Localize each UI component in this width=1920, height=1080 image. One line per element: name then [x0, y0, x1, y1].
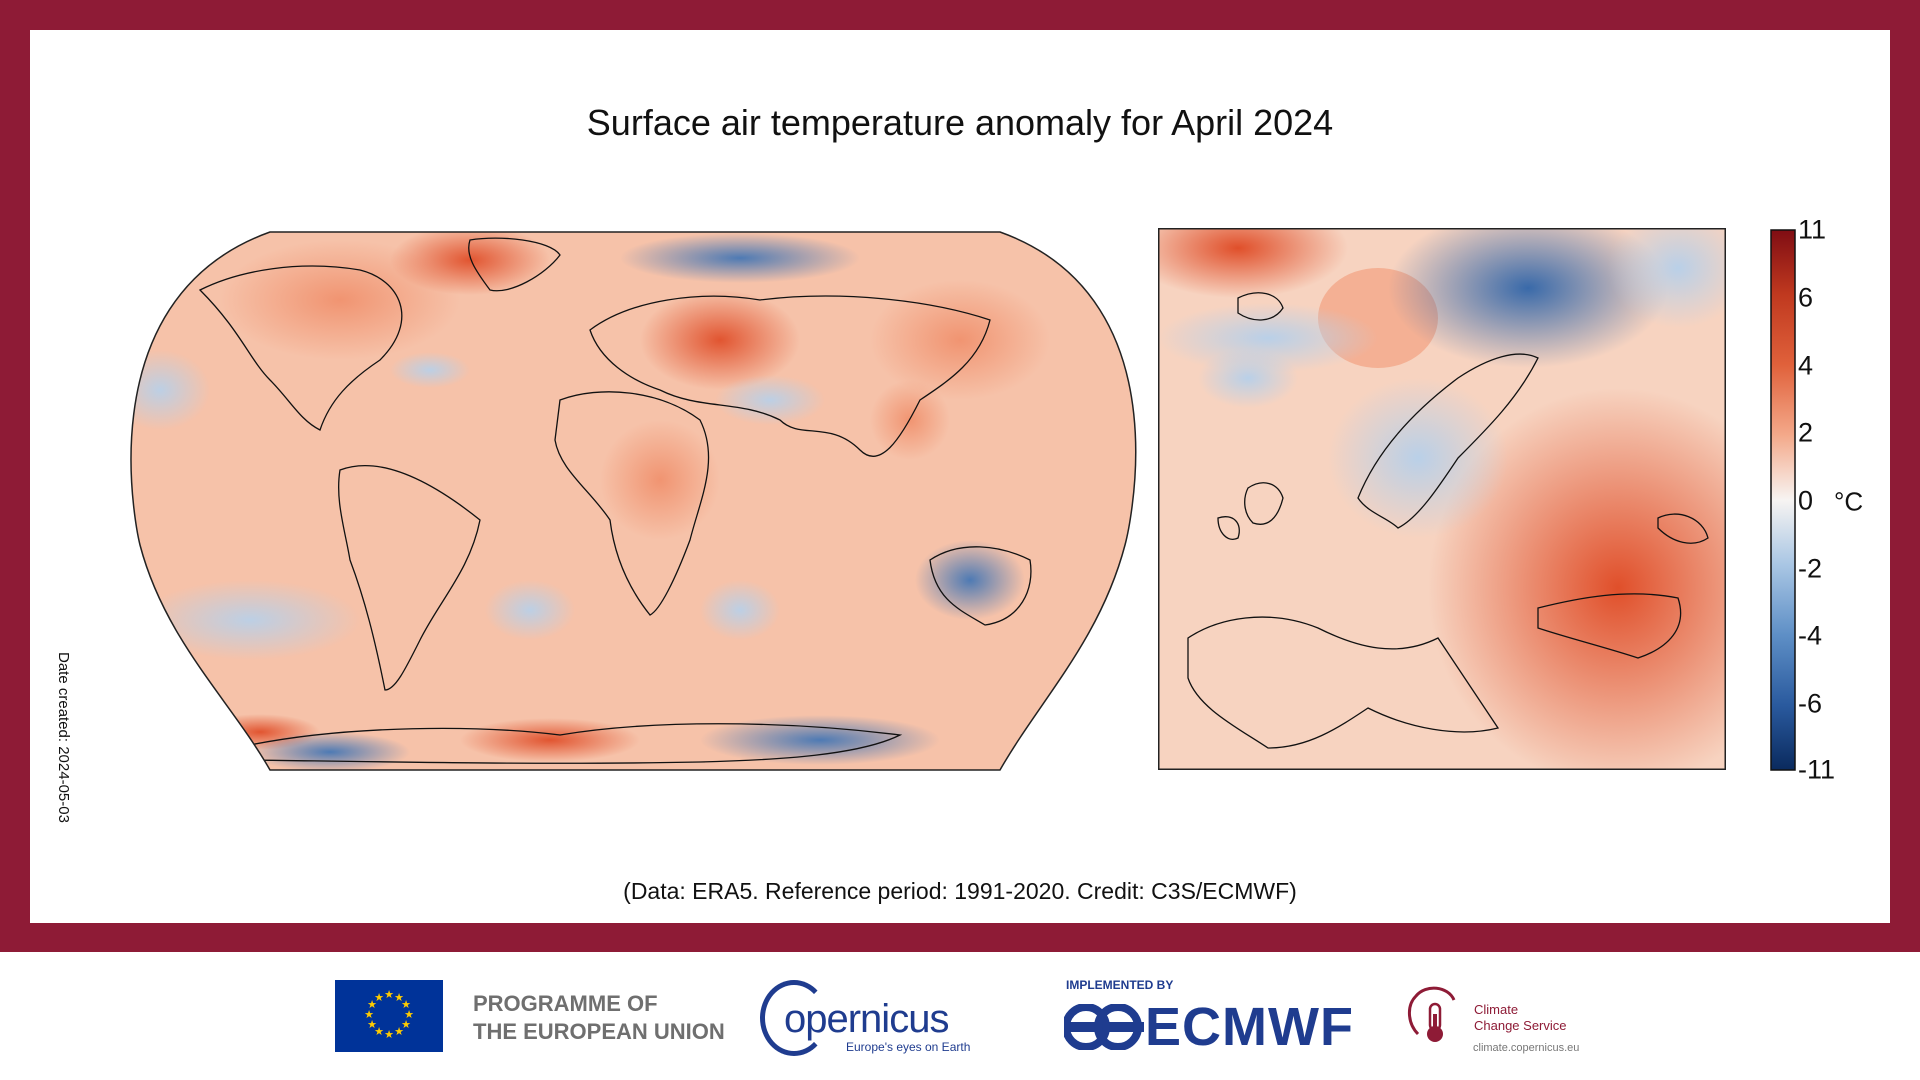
logo-footer: [0, 952, 1920, 1080]
ecmwf-logo-icon: [1064, 1004, 1144, 1050]
copernicus-wordmark: opernicus: [784, 997, 949, 1041]
svg-text:★: ★: [374, 991, 384, 1004]
c3s-line2: Change Service: [1474, 1018, 1567, 1033]
eu-flag-icon: ★ ★ ★ ★ ★ ★ ★ ★ ★ ★ ★ ★: [335, 980, 443, 1052]
svg-text:★: ★: [401, 1018, 411, 1031]
colorbar-tick: -2: [1798, 553, 1823, 584]
implemented-by-label: IMPLEMENTED BY: [1066, 978, 1174, 992]
colorbar-tick: -6: [1798, 688, 1823, 719]
c3s-label: Climate Change Service: [1474, 1002, 1567, 1034]
colorbar-tick: 6: [1798, 282, 1814, 313]
colorbar-unit: °C: [1834, 486, 1864, 517]
svg-text:★: ★: [364, 1008, 374, 1021]
svg-text:★: ★: [394, 991, 404, 1004]
colorbar-tick: -4: [1798, 620, 1823, 651]
copernicus-tagline: Europe's eyes on Earth: [846, 1040, 971, 1054]
colorbar: [1770, 229, 1796, 771]
svg-text:★: ★: [384, 1028, 394, 1041]
svg-text:★: ★: [404, 1008, 414, 1021]
copernicus-logo-icon: [760, 980, 828, 1056]
map-title: Surface air temperature anomaly for Apri…: [586, 102, 1334, 143]
colorbar-tick: 11: [1798, 214, 1827, 245]
colorbar-tick: 0: [1798, 485, 1814, 516]
svg-text:★: ★: [394, 1025, 404, 1038]
svg-text:★: ★: [374, 1025, 384, 1038]
data-credit: (Data: ERA5. Reference period: 1991-2020…: [623, 878, 1297, 904]
svg-text:★: ★: [367, 998, 377, 1011]
colorbar-tick: 2: [1798, 417, 1814, 448]
c3s-line1: Climate: [1474, 1002, 1519, 1017]
colorbar-tick: -11: [1798, 754, 1836, 785]
c3s-thermometer-icon: [1408, 986, 1456, 1042]
svg-text:★: ★: [367, 1018, 377, 1031]
ecmwf-wordmark: ECMWF: [1145, 997, 1354, 1057]
svg-text:★: ★: [384, 988, 394, 1001]
colorbar-ticks: 11 6 4 2 0 -2 -4 -6 -11: [1795, 215, 1875, 785]
eu-programme-line1: PROGRAMME OF: [473, 991, 658, 1016]
eu-programme-line2: THE EUROPEAN UNION: [473, 1019, 725, 1044]
svg-text:★: ★: [401, 998, 411, 1011]
colorbar-tick: 4: [1798, 350, 1814, 381]
c3s-url: climate.copernicus.eu: [1473, 1042, 1580, 1054]
eu-programme-label: PROGRAMME OF THE EUROPEAN UNION: [473, 990, 725, 1046]
europe-map: [1158, 228, 1726, 770]
